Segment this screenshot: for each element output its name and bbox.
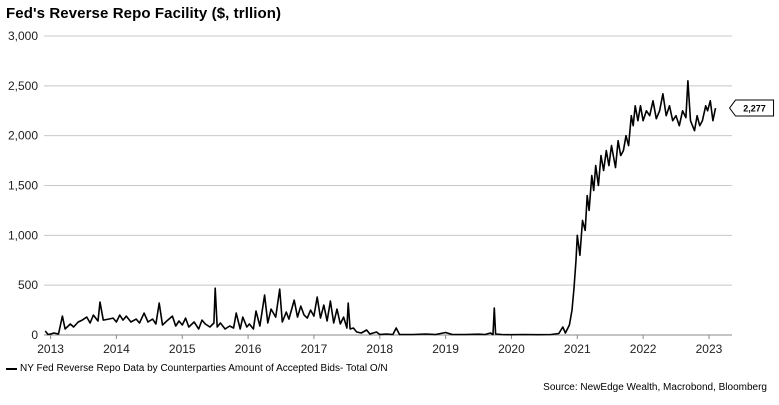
y-tick-label: 500 [18, 278, 38, 292]
legend-swatch [6, 367, 17, 370]
y-tick-label: 1,000 [8, 228, 38, 242]
x-tick-label: 2018 [366, 342, 393, 356]
legend-label: NY Fed Reverse Repo Data by Counterparti… [20, 363, 388, 374]
y-tick-label: 2,000 [8, 129, 38, 143]
y-tick-label: 2,500 [8, 79, 38, 93]
y-axis-ticks: 0 500 1,000 1,500 2,000 2,500 3,000 [8, 29, 38, 342]
end-label-text: 2,277 [743, 104, 766, 114]
x-tick-label: 2023 [696, 342, 723, 356]
y-tick-label: 0 [31, 328, 38, 342]
x-tick-label: 2017 [301, 342, 328, 356]
x-tick-label: 2019 [432, 342, 459, 356]
chart-title: Fed's Reverse Repo Facility ($, trllion) [6, 5, 282, 22]
x-tick-label: 2016 [235, 342, 262, 356]
x-tick-label: 2015 [169, 342, 196, 356]
y-tick-label: 1,500 [8, 179, 38, 193]
series-line [44, 80, 717, 336]
end-value-label: 2,277 [728, 99, 775, 117]
x-tick-label: 2021 [564, 342, 591, 356]
x-tick-label: 2020 [498, 342, 525, 356]
x-tick-label: 2013 [37, 342, 64, 356]
source-note: Source: NewEdge Wealth, Macrobond, Bloom… [543, 382, 767, 393]
legend: NY Fed Reverse Repo Data by Counterparti… [6, 363, 430, 374]
end-label-box [728, 99, 775, 117]
y-tick-label: 3,000 [8, 29, 38, 43]
gridlines [44, 35, 732, 336]
x-tick-label: 2014 [103, 342, 130, 356]
x-axis-ticks: 2013 2014 2015 2016 2017 2018 2019 2020 2021 2022… [37, 335, 723, 356]
x-tick-label: 2022 [630, 342, 657, 356]
